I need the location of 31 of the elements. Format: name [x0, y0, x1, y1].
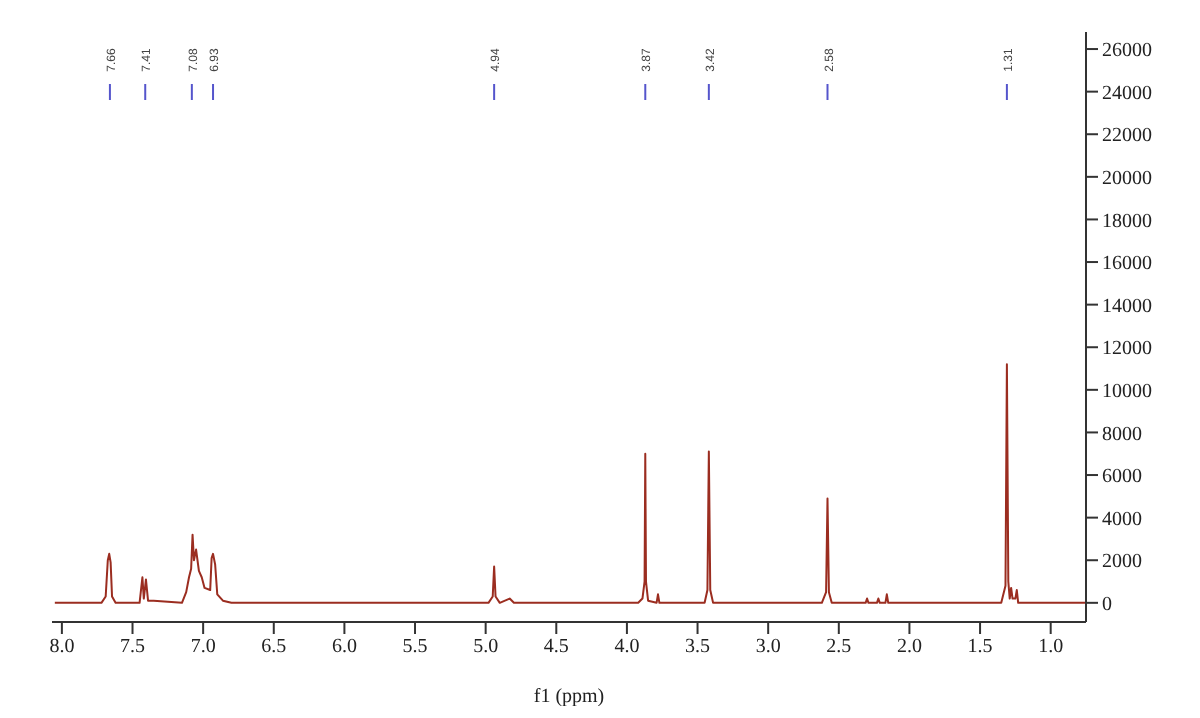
- y-tick-label: 16000: [1102, 253, 1152, 276]
- y-tick-label: 14000: [1102, 295, 1152, 318]
- y-tick-label: 0: [1102, 593, 1112, 616]
- x-tick-label: 4.0: [614, 636, 640, 659]
- x-tick-label: 2.0: [896, 636, 922, 659]
- x-tick-label: 2.5: [826, 636, 852, 659]
- y-tick-label: 20000: [1102, 167, 1152, 190]
- x-tick-label: 7.5: [120, 636, 146, 659]
- y-tick-label: 12000: [1102, 338, 1152, 361]
- y-tick-label: 8000: [1102, 423, 1142, 446]
- x-tick-label: 6.5: [261, 636, 287, 659]
- x-tick-label: 8.0: [49, 636, 75, 659]
- x-tick-label: 3.5: [685, 636, 711, 659]
- x-tick-label: 1.0: [1038, 636, 1064, 659]
- y-tick-label: 26000: [1102, 40, 1152, 63]
- y-tick-label: 18000: [1102, 210, 1152, 233]
- y-tick-label: 24000: [1102, 82, 1152, 105]
- y-tick-label: 4000: [1102, 508, 1142, 531]
- x-axis-title: f1 (ppm): [533, 686, 605, 708]
- x-tick-label: 5.0: [473, 636, 499, 659]
- x-tick-label: 1.5: [967, 636, 993, 659]
- y-tick-label: 10000: [1102, 380, 1152, 403]
- line-series: [53, 363, 1086, 604]
- x-tick-label: 5.5: [402, 636, 428, 659]
- x-tick-label: 4.5: [543, 636, 569, 659]
- y-tick-label: 6000: [1102, 466, 1142, 489]
- y-tick-label: 22000: [1102, 125, 1152, 148]
- x-tick-label: 7.0: [190, 636, 216, 659]
- y-tick-label: 2000: [1102, 551, 1142, 574]
- x-tick-label: 6.0: [331, 636, 357, 659]
- x-tick-label: 3.0: [755, 636, 781, 659]
